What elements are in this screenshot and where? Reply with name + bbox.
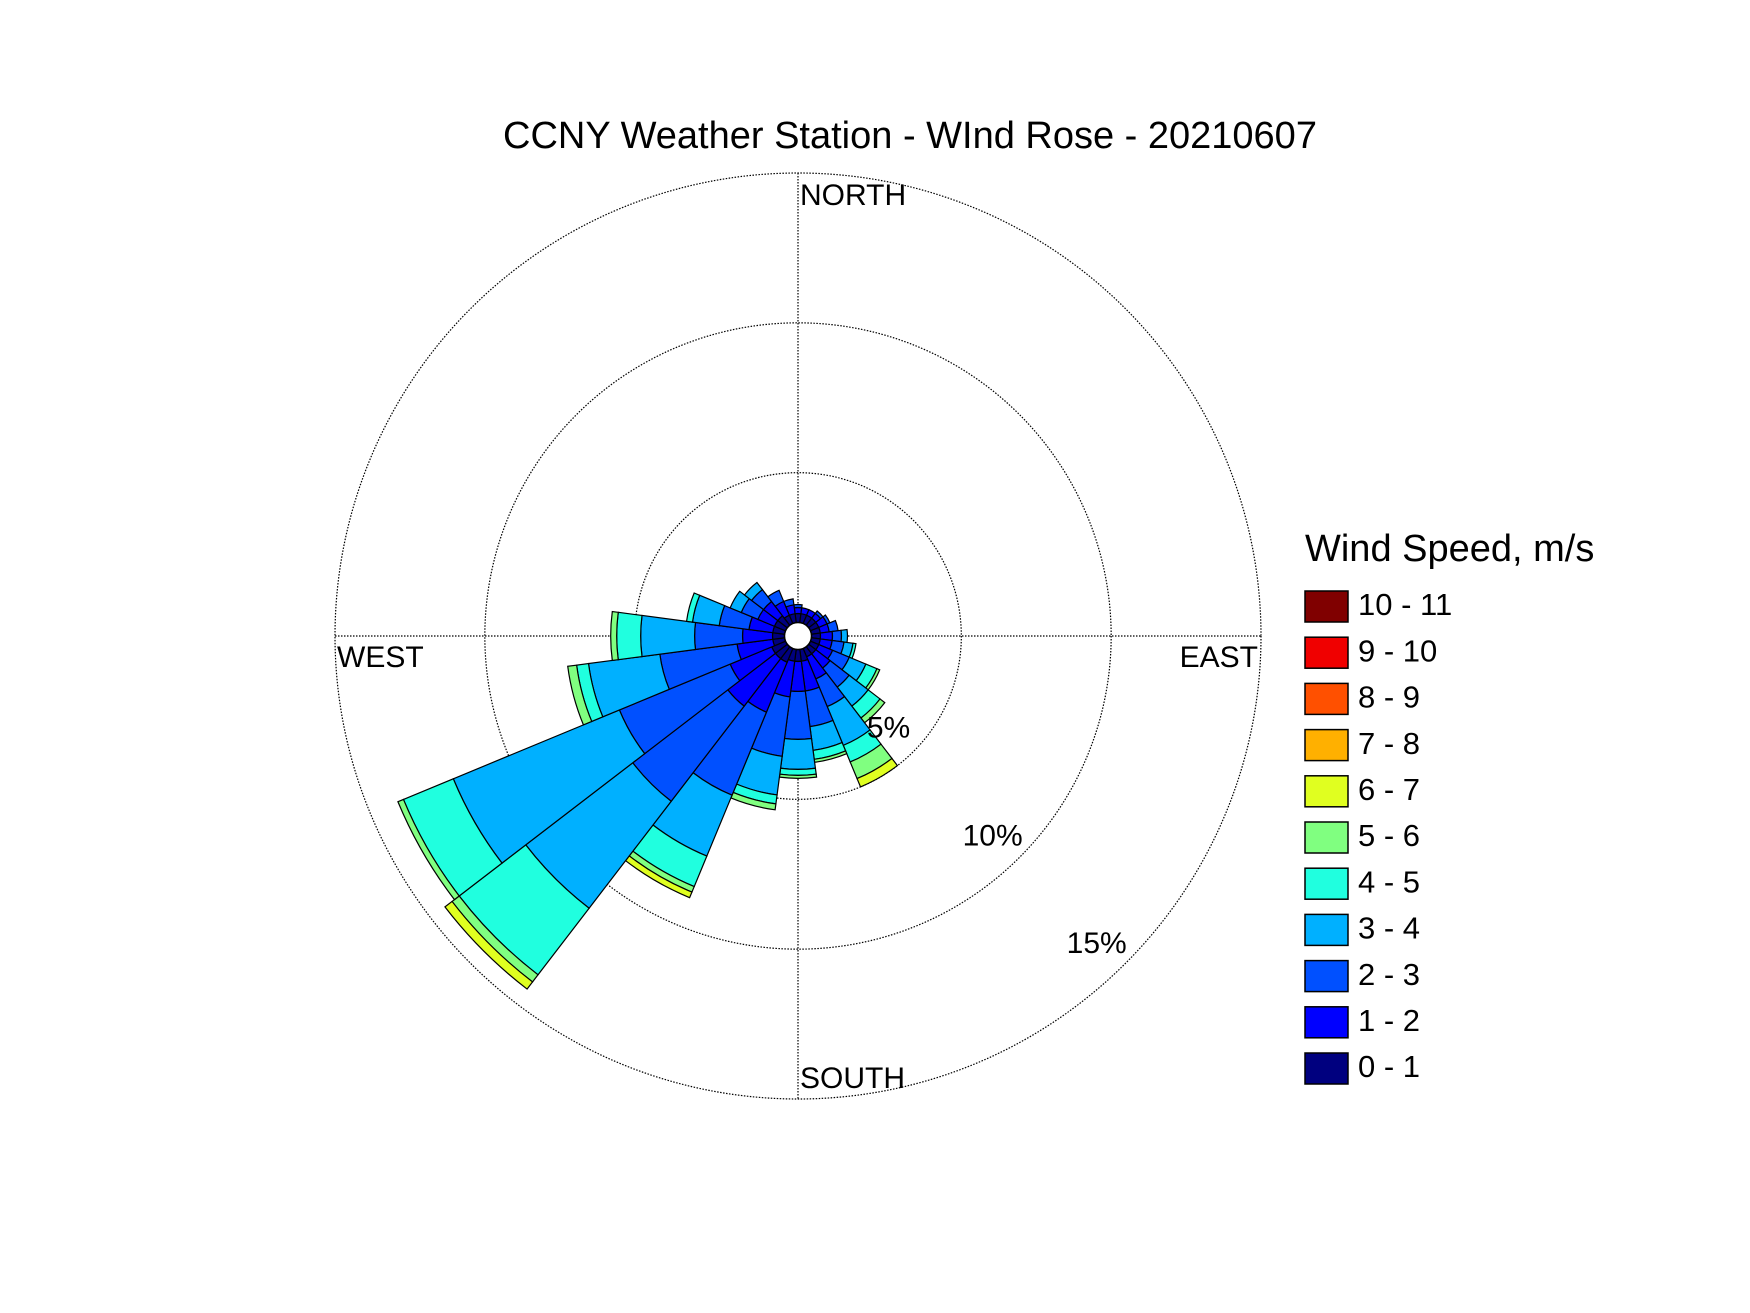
r-tick-label: 10% [963,819,1023,852]
legend-label: 5 - 6 [1358,818,1420,853]
legend-swatch [1304,913,1349,947]
wedge [685,592,701,623]
legend-swatch [1304,959,1349,993]
wedge [831,629,843,643]
compass-label: SOUTH [800,1062,905,1095]
legend-swatch [1304,682,1349,716]
wedge [793,603,803,609]
legend-title: Wind Speed, m/s [1305,528,1594,570]
legend-swatch [1304,821,1349,854]
legend-swatch [1304,728,1349,762]
r-tick-label: 15% [1067,927,1127,960]
wedge [397,798,461,901]
wedge [779,737,817,770]
compass-label: NORTH [800,179,906,212]
wedge [616,611,643,661]
wedge [778,773,818,779]
wedge [856,757,899,788]
legend-swatch [1304,775,1349,808]
compass-label: WEST [337,641,424,674]
wedge [767,589,785,608]
wedge [782,598,795,608]
wedges [397,581,899,990]
legend-label: 9 - 10 [1358,633,1437,668]
legend-swatch [1304,1052,1349,1085]
wedge [567,664,593,726]
chart-title: CCNY Weather Station - WInd Rose - 20210… [503,115,1317,157]
legend-label: 8 - 9 [1358,680,1420,715]
legend-label: 3 - 4 [1358,911,1420,946]
legend-swatch [1304,1006,1349,1039]
legend-label: 1 - 2 [1358,1003,1420,1038]
grid-ring [634,472,962,800]
legend-label: 6 - 7 [1358,772,1420,807]
legend-label: 4 - 5 [1358,864,1420,899]
r-tick-label: 5% [867,712,910,745]
wedge [743,581,764,602]
legend-label: 2 - 3 [1358,957,1420,992]
wedge [840,628,849,644]
legend-label: 10 - 11 [1358,587,1452,622]
wedge [444,900,534,990]
grid-ring [484,322,1112,950]
legend-label: 7 - 8 [1358,726,1420,761]
wedge [729,590,751,614]
legend-swatch [1304,636,1349,669]
legend-swatch [1304,590,1349,623]
center-hole [783,621,813,651]
legend-label: 0 - 1 [1358,1049,1420,1084]
legend-swatch [1304,867,1349,900]
wedge [610,610,619,662]
compass-label: EAST [1180,641,1258,674]
